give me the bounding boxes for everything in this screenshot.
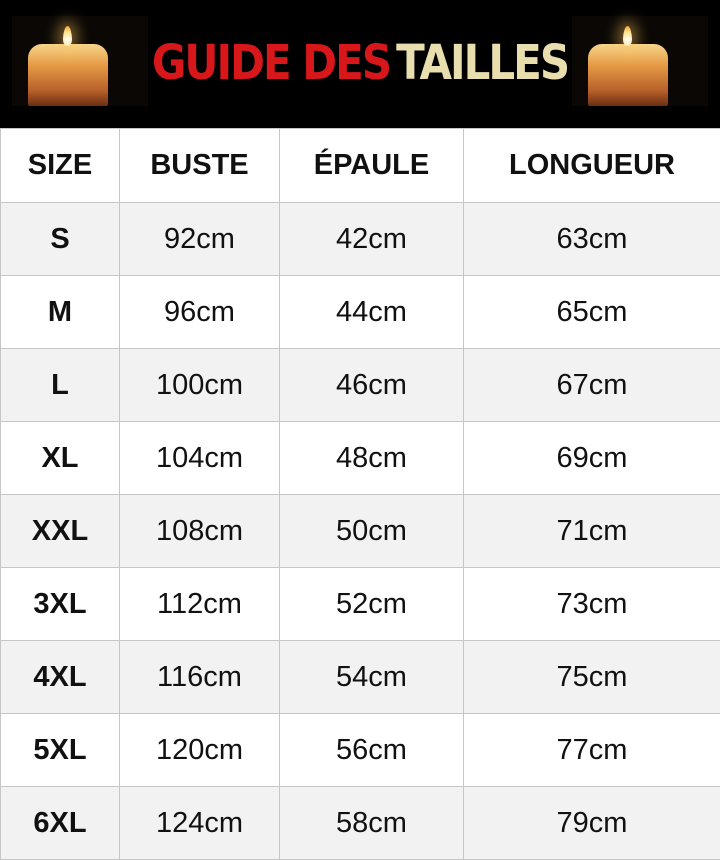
cell-buste: 120cm bbox=[119, 713, 280, 787]
cell-buste: 116cm bbox=[119, 640, 280, 714]
cell-size: 4XL bbox=[0, 640, 120, 714]
cell-epaule: 46cm bbox=[279, 348, 464, 422]
candle-flame bbox=[623, 26, 632, 46]
size-guide-banner: GUIDE DES TAILLES bbox=[0, 0, 720, 128]
cell-epaule: 48cm bbox=[279, 421, 464, 495]
cell-longueur: 75cm bbox=[463, 640, 720, 714]
banner-title: GUIDE DES TAILLES bbox=[0, 34, 720, 90]
cell-size: 5XL bbox=[0, 713, 120, 787]
cell-size: 3XL bbox=[0, 567, 120, 641]
cell-epaule: 44cm bbox=[279, 275, 464, 349]
cell-longueur: 65cm bbox=[463, 275, 720, 349]
cell-epaule: 54cm bbox=[279, 640, 464, 714]
table-row: 4XL 116cm 54cm 75cm bbox=[0, 640, 720, 714]
cell-epaule: 42cm bbox=[279, 202, 464, 276]
cell-longueur: 73cm bbox=[463, 567, 720, 641]
table-row: M 96cm 44cm 65cm bbox=[0, 275, 720, 349]
cell-size: S bbox=[0, 202, 120, 276]
header-epaule: ÉPAULE bbox=[279, 128, 464, 203]
table-row: 3XL 112cm 52cm 73cm bbox=[0, 567, 720, 641]
candle-wax bbox=[28, 44, 108, 106]
table-row: S 92cm 42cm 63cm bbox=[0, 202, 720, 276]
cell-buste: 92cm bbox=[119, 202, 280, 276]
table-row: 6XL 124cm 58cm 79cm bbox=[0, 786, 720, 860]
table-row: L 100cm 46cm 67cm bbox=[0, 348, 720, 422]
cell-longueur: 77cm bbox=[463, 713, 720, 787]
cell-buste: 96cm bbox=[119, 275, 280, 349]
cell-size: XL bbox=[0, 421, 120, 495]
cell-longueur: 71cm bbox=[463, 494, 720, 568]
candle-image-left bbox=[12, 16, 148, 106]
cell-size: M bbox=[0, 275, 120, 349]
cell-size: 6XL bbox=[0, 786, 120, 860]
cell-buste: 124cm bbox=[119, 786, 280, 860]
cell-longueur: 69cm bbox=[463, 421, 720, 495]
banner-title-part1: GUIDE DES bbox=[151, 34, 392, 91]
table-row: 5XL 120cm 56cm 77cm bbox=[0, 713, 720, 787]
table-row: XXL 108cm 50cm 71cm bbox=[0, 494, 720, 568]
cell-size: XXL bbox=[0, 494, 120, 568]
cell-longueur: 79cm bbox=[463, 786, 720, 860]
cell-epaule: 50cm bbox=[279, 494, 464, 568]
header-longueur: LONGUEUR bbox=[463, 128, 720, 203]
cell-buste: 104cm bbox=[119, 421, 280, 495]
cell-buste: 108cm bbox=[119, 494, 280, 568]
size-table: SIZE BUSTE ÉPAULE LONGUEUR S 92cm 42cm 63cm… bbox=[0, 128, 720, 860]
banner-title-part2: TAILLES bbox=[396, 34, 570, 91]
cell-epaule: 52cm bbox=[279, 567, 464, 641]
candle-wax bbox=[588, 44, 668, 106]
header-size: SIZE bbox=[0, 128, 120, 203]
cell-longueur: 63cm bbox=[463, 202, 720, 276]
candle-flame bbox=[63, 26, 72, 46]
table-header-row: SIZE BUSTE ÉPAULE LONGUEUR bbox=[0, 128, 720, 203]
candle-image-right bbox=[572, 16, 708, 106]
cell-buste: 112cm bbox=[119, 567, 280, 641]
table-row: XL 104cm 48cm 69cm bbox=[0, 421, 720, 495]
cell-longueur: 67cm bbox=[463, 348, 720, 422]
cell-buste: 100cm bbox=[119, 348, 280, 422]
cell-epaule: 58cm bbox=[279, 786, 464, 860]
header-buste: BUSTE bbox=[119, 128, 280, 203]
cell-epaule: 56cm bbox=[279, 713, 464, 787]
cell-size: L bbox=[0, 348, 120, 422]
